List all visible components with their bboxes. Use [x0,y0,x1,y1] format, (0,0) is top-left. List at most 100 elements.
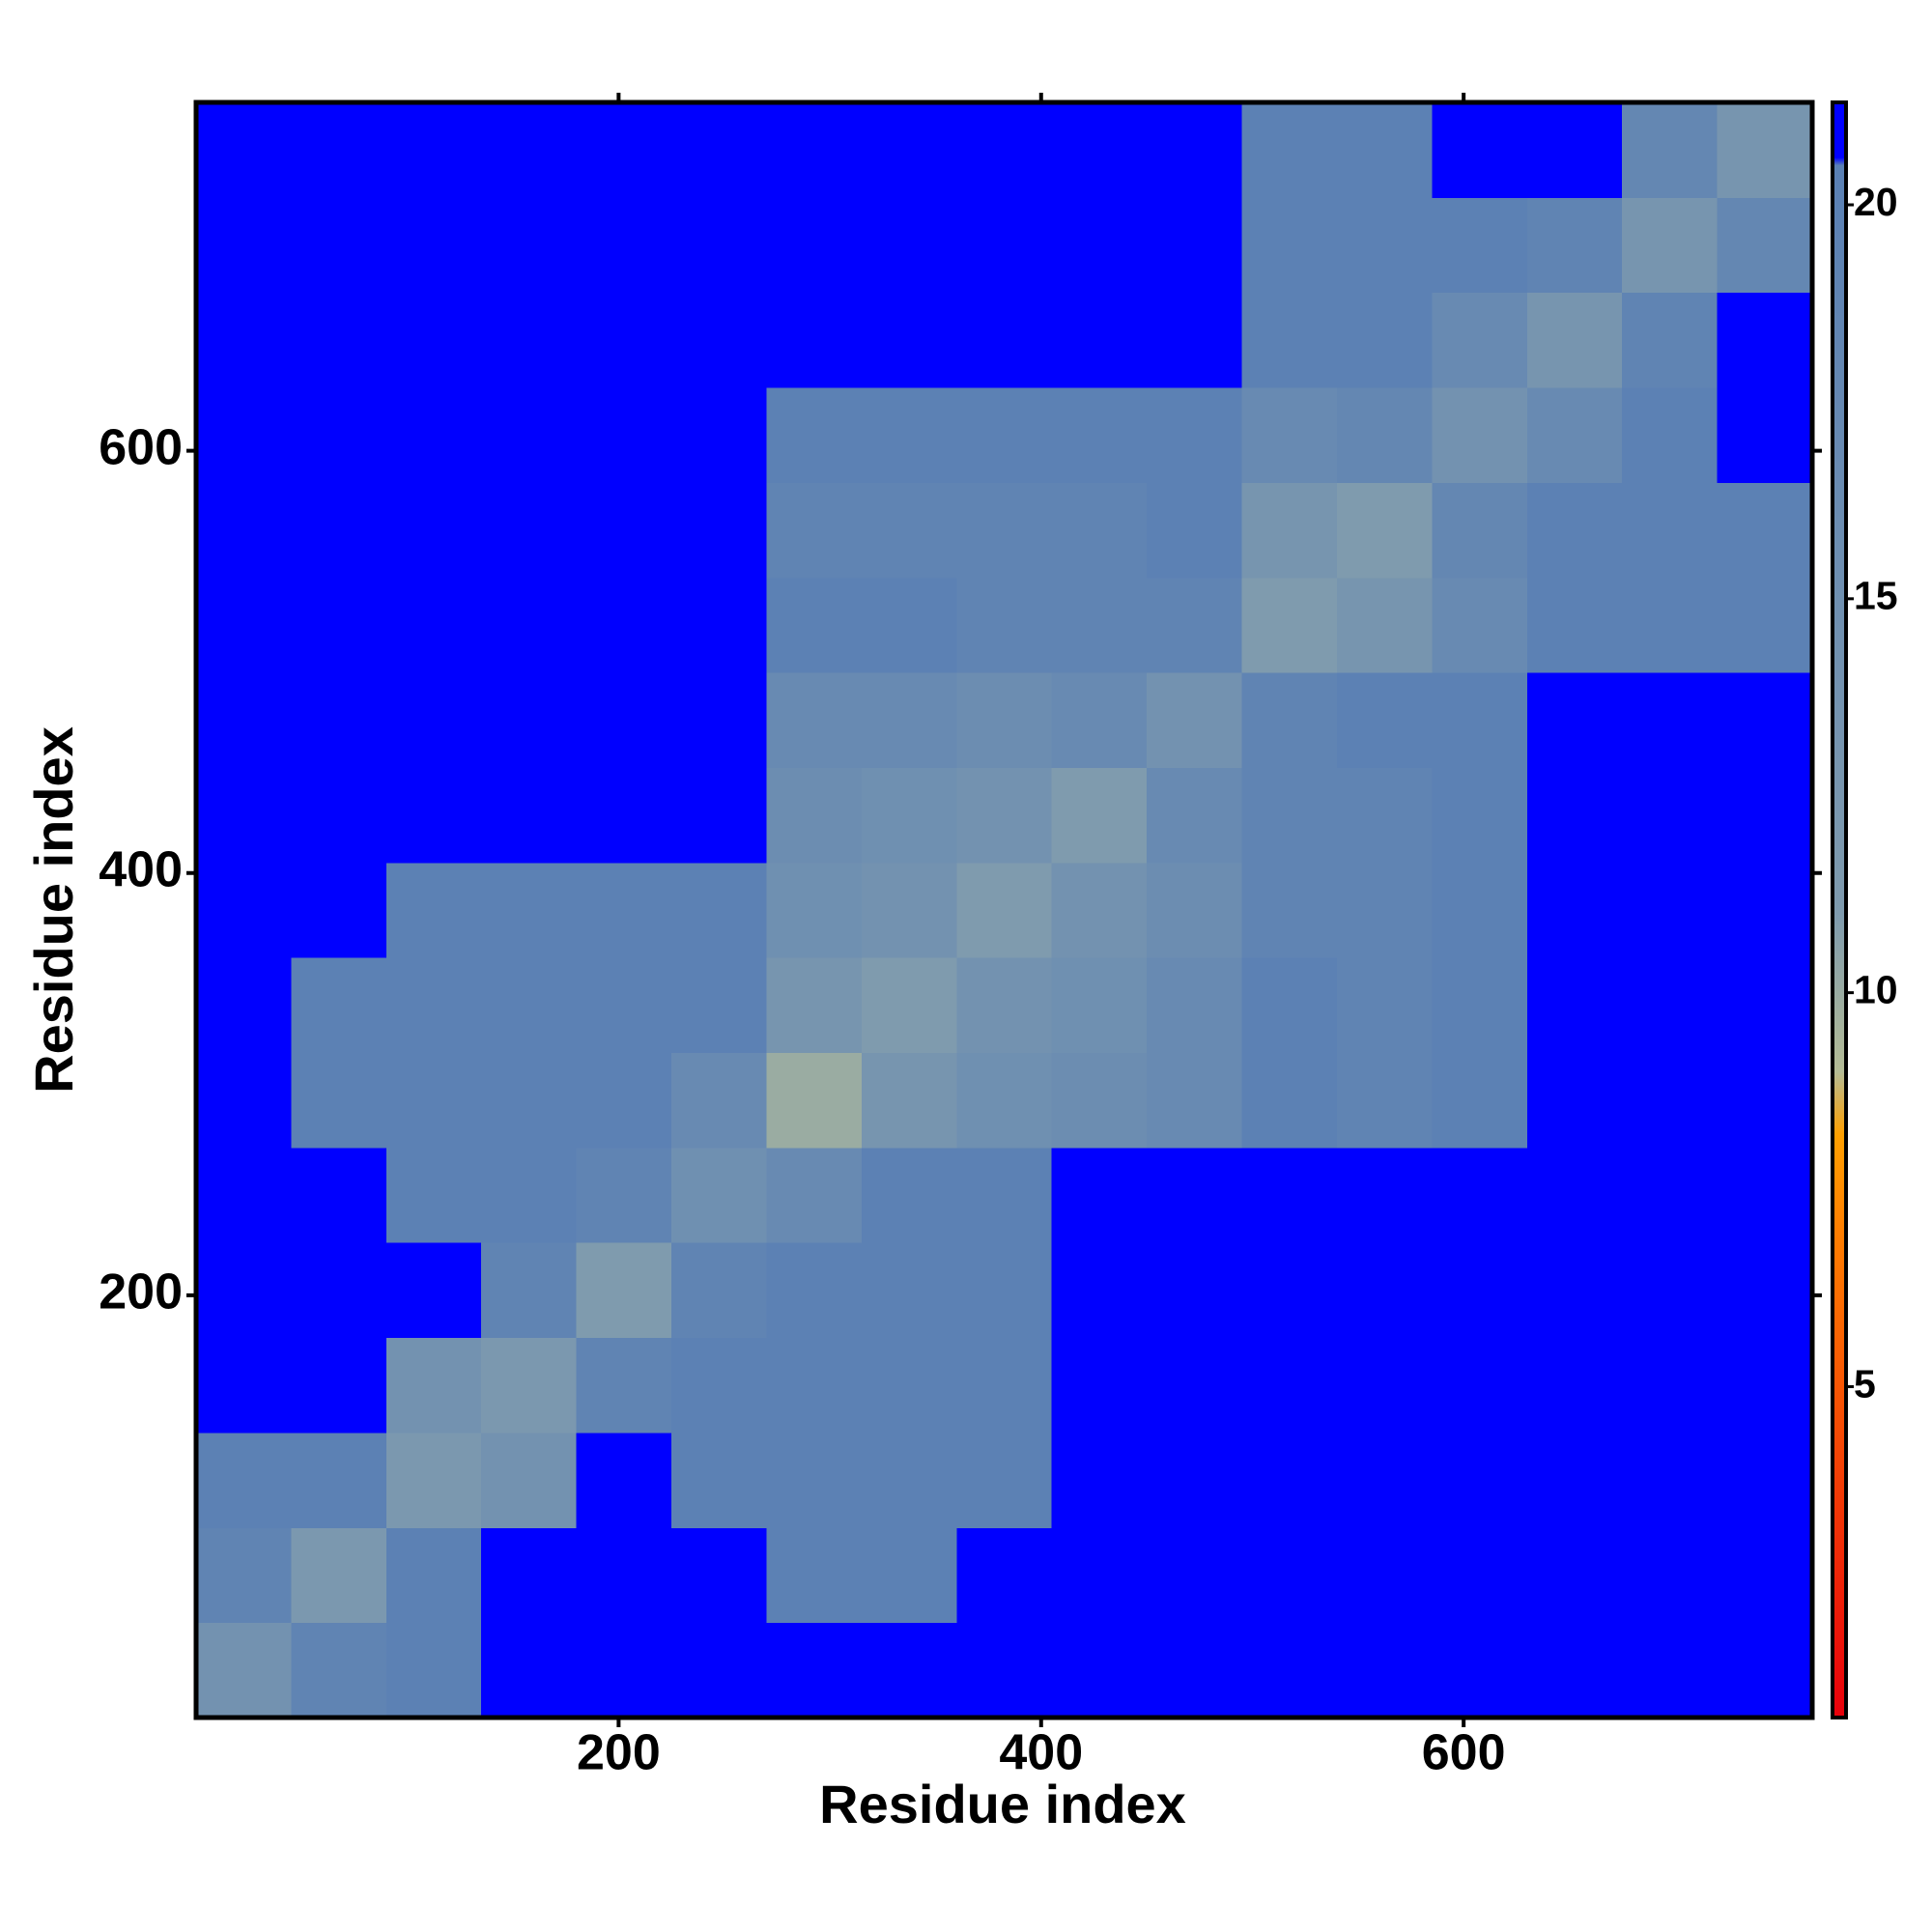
heatmap-cell [1051,292,1148,388]
heatmap-cell [1432,957,1528,1054]
heatmap-cell [956,957,1053,1054]
heatmap-cell [1147,957,1243,1054]
heatmap-cell [576,1052,672,1149]
heatmap-cell [766,1622,863,1719]
heatmap-cell [671,957,767,1054]
heatmap-cell [196,102,292,198]
heatmap-cell [385,767,482,864]
heatmap-cell [385,862,482,958]
heatmap-cell [671,292,767,388]
heatmap-cell [576,1147,672,1243]
heatmap-cell [1432,862,1528,958]
heatmap-cell [196,482,292,579]
heatmap-cell [385,482,482,579]
heatmap-cell [576,1527,672,1624]
heatmap-cell [1526,1622,1623,1719]
heatmap-cell [671,1147,767,1243]
heatmap-cell [385,1147,482,1243]
heatmap-cell [576,1337,672,1434]
heatmap-cell [1432,672,1528,768]
heatmap-cell [1622,862,1719,958]
heatmap-cell [1526,767,1623,864]
heatmap-cell [1526,102,1623,198]
heatmap-cell [1622,1432,1719,1528]
heatmap-cell [766,1527,863,1624]
heatmap-cell [766,577,863,673]
heatmap-cell [861,102,957,198]
heatmap-cell [956,1622,1053,1719]
heatmap-cell [481,482,578,579]
heatmap-cell [1622,767,1719,864]
heatmap-cell [1147,672,1243,768]
heatmap-cell [861,1337,957,1434]
heatmap-cell [1622,197,1719,294]
heatmap-cell [671,672,767,768]
heatmap-cell [1717,1622,1813,1719]
heatmap-cell [291,292,387,388]
heatmap-cell [766,767,863,864]
heatmap-cell [481,672,578,768]
heatmap-cell [1051,102,1148,198]
heatmap-cell [766,1432,863,1528]
heatmap-cell [1717,1147,1813,1243]
heatmap-cell [576,197,672,294]
heatmap-cell [1147,862,1243,958]
heatmap-cell [1432,102,1528,198]
heatmap-cell [861,957,957,1054]
heatmap-cell [1147,482,1243,579]
heatmap-cell [1717,197,1813,294]
heatmap-cell [1622,1527,1719,1624]
heatmap-cell [481,862,578,958]
heatmap-cell [956,482,1053,579]
heatmap-cell [1432,387,1528,483]
heatmap-cell [291,1527,387,1624]
heatmap-cell [1526,862,1623,958]
heatmap-cell [1051,482,1148,579]
heatmap-cell [291,482,387,579]
heatmap-cell [1051,1052,1148,1149]
heatmap-cell [861,387,957,483]
heatmap-cell [291,102,387,198]
heatmap-cell [291,1147,387,1243]
plot-frame [193,99,1815,1720]
heatmap-cell [1717,292,1813,388]
heatmap-cell [1241,1337,1338,1434]
heatmap-cell [766,862,863,958]
heatmap-cell [671,1527,767,1624]
heatmap-cell [1526,1527,1623,1624]
heatmap-cell [1336,387,1433,483]
heatmap-cell [1526,482,1623,579]
heatmap-cell [576,767,672,864]
heatmap-cell [671,102,767,198]
heatmap-cell [196,957,292,1054]
heatmap-cell [861,767,957,864]
heatmap-cell [1622,387,1719,483]
heatmap-cell [1147,1147,1243,1243]
heatmap-cell [1622,102,1719,198]
heatmap-cell [291,387,387,483]
heatmap-cell [481,102,578,198]
heatmap-cell [861,1622,957,1719]
heatmap-cell [1241,1242,1338,1339]
colorbar-tick-label: 5 [1854,1361,1876,1406]
heatmap-cell [196,1432,292,1528]
colorbar-tick-label: 20 [1854,180,1898,224]
heatmap-cell [291,957,387,1054]
heatmap-cell [766,387,863,483]
heatmap-cell [291,577,387,673]
heatmap-cell [766,292,863,388]
heatmap-cell [1051,1337,1148,1434]
heatmap-cell [1717,957,1813,1054]
heatmap-cell [481,1242,578,1339]
heatmap-cell [861,292,957,388]
heatmap-cell [1717,672,1813,768]
heatmap-cell [1622,292,1719,388]
colorbar [1831,100,1848,1719]
heatmap-cell [956,1337,1053,1434]
heatmap-cell [1241,957,1338,1054]
heatmap-cell [861,1432,957,1528]
heatmap-cell [576,957,672,1054]
heatmap-cell [1717,1242,1813,1339]
heatmap-cell [576,292,672,388]
heatmap-cell [1526,672,1623,768]
